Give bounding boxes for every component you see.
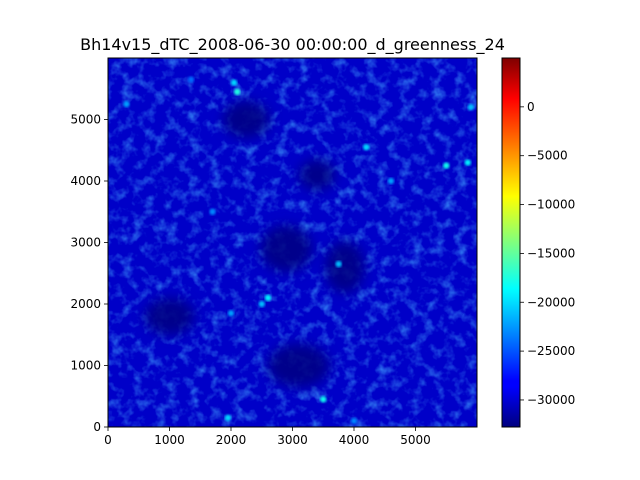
colorbar-tick-label: −25000 [527, 344, 575, 358]
colorbar-tick-label: −10000 [527, 198, 575, 212]
x-tick-label: 2000 [216, 433, 247, 447]
x-tick-label: 1000 [154, 433, 185, 447]
hotspot [233, 88, 241, 96]
x-tick-label: 3000 [277, 433, 308, 447]
hotspot [230, 79, 238, 86]
hotspot [363, 143, 370, 151]
colorbar-axis: 0 −5000 −10000 −15000 −20000 −25000 −30000 [520, 100, 575, 407]
y-tick-label: 1000 [70, 359, 101, 373]
colorbar-tick-label: −15000 [527, 246, 575, 260]
x-tick-label: 0 [104, 433, 112, 447]
dark-region-upper-mid-dark [298, 159, 336, 191]
y-axis: 0 1000 2000 3000 4000 5000 [70, 113, 108, 434]
y-tick-label: 0 [93, 420, 101, 434]
y-tick-label: 5000 [70, 113, 101, 127]
hotspot [227, 310, 235, 317]
dark-regions [144, 101, 365, 388]
hotspot [123, 100, 130, 108]
chart-title: Bh14v15_dTC_2008-06-30 00:00:00_d_greenn… [80, 35, 505, 55]
hotspot [258, 300, 265, 308]
hotspot [224, 414, 232, 421]
colorbar-tick-label: −20000 [527, 295, 575, 309]
dark-region-central-dark-lake [260, 225, 313, 273]
y-tick-label: 2000 [70, 297, 101, 311]
x-tick-label: 5000 [400, 433, 431, 447]
dark-region-southwest-dark [144, 297, 195, 335]
dark-region-north-dark-area [223, 101, 270, 138]
x-tick-label: 4000 [339, 433, 370, 447]
hotspot [350, 417, 358, 425]
dark-region-south-dark-area [267, 343, 330, 388]
x-axis: 0 1000 2000 3000 4000 5000 [104, 427, 431, 447]
hotspot [467, 104, 475, 111]
hotspots [123, 76, 475, 425]
y-tick-label: 3000 [70, 236, 101, 250]
hotspot [320, 396, 327, 403]
hotspot [443, 162, 450, 169]
colorbar [501, 57, 521, 428]
colorbar-tick-label: −5000 [527, 149, 568, 163]
hotspot [187, 76, 195, 83]
hotspot [464, 159, 471, 166]
hotspot [387, 177, 395, 185]
hotspot [264, 294, 272, 302]
colorbar-tick-label: −30000 [527, 393, 575, 407]
colorbar-tick-label: 0 [527, 100, 535, 114]
dark-region-east-dark-lake [325, 241, 365, 293]
hotspot [335, 260, 342, 268]
hotspot [209, 208, 216, 215]
y-tick-label: 4000 [70, 174, 101, 188]
plot-area [108, 58, 477, 427]
